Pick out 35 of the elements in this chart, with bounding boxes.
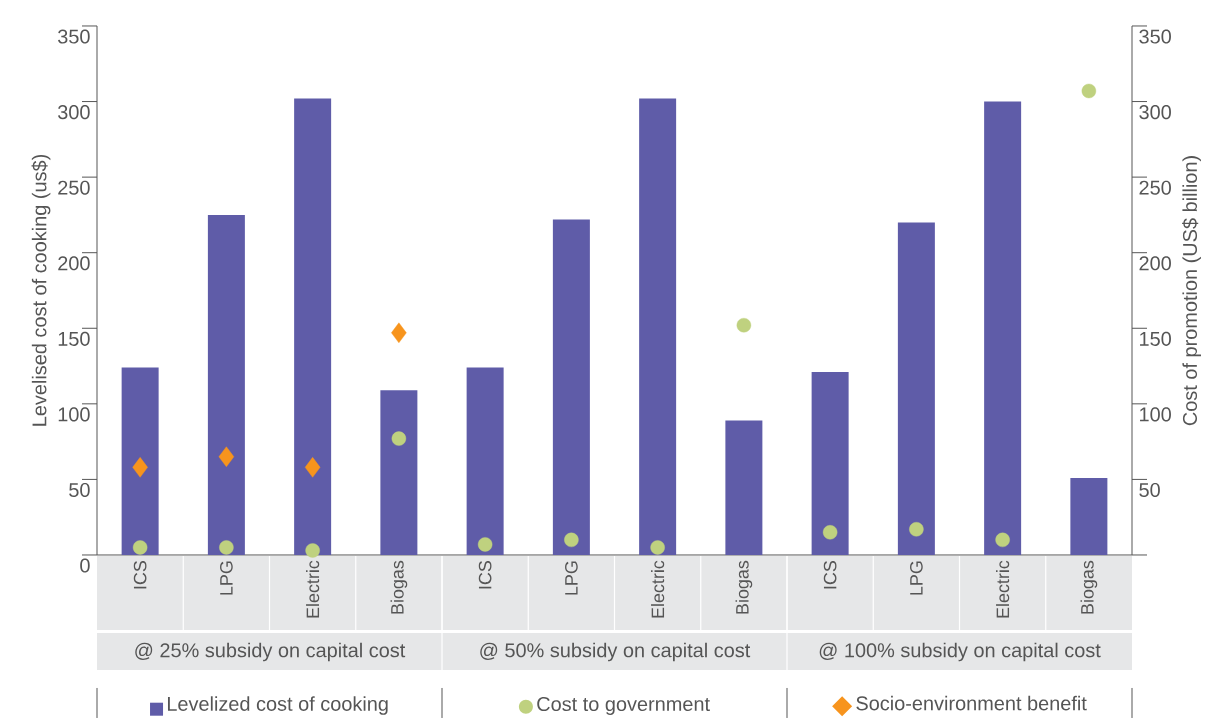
y-tick-label: 50 xyxy=(69,482,90,498)
x-tick-label: LPG xyxy=(565,561,578,595)
y2-tick-label: 350 xyxy=(1139,29,1171,44)
x-tick-label: Biogas xyxy=(1080,560,1098,614)
y2-tick-label: 200 xyxy=(1139,256,1171,271)
x-tick-label: ICS xyxy=(478,561,492,589)
x-tick-label: Electric xyxy=(996,560,1010,618)
x-tick-label: Biogas xyxy=(390,560,408,614)
x-tick-label: Biogas xyxy=(735,560,753,614)
x-tick-label: ICS xyxy=(823,561,837,589)
y2-axis-title: Cost of promotion (US$ billion) xyxy=(1182,156,1201,426)
x-tick-label: ICS xyxy=(133,561,147,589)
text: @ 50% subsidy on capital cost xyxy=(480,642,751,662)
x-tick-label: LPG xyxy=(220,561,233,595)
y-tick-label: 200 xyxy=(58,256,90,271)
y2-tick-label: 100 xyxy=(1140,407,1171,422)
y-tick-label: 250 xyxy=(58,180,90,195)
y-tick-label: 150 xyxy=(58,331,90,346)
y-tick-label: 350 xyxy=(58,29,90,44)
x-tick-label: LPG xyxy=(910,561,923,595)
text: @ 100% subsidy on capital cost xyxy=(819,642,1101,662)
y2-tick-label: 50 xyxy=(1139,482,1160,498)
y2-tick-label: 250 xyxy=(1139,180,1171,195)
y-axis-title: Levelised cost of cooking (us$) xyxy=(31,154,51,426)
x-tick-label: Electric xyxy=(306,560,320,618)
legend-label: Cost to government xyxy=(537,696,710,716)
y-tick-label: 300 xyxy=(58,105,90,120)
legend-label: Socio-environment benefit xyxy=(856,695,1087,711)
y2-tick-label: 300 xyxy=(1139,105,1171,120)
y-tick-label: 100 xyxy=(58,407,90,422)
y-tick-label: 0 xyxy=(80,558,90,573)
y2-tick-label: 150 xyxy=(1140,331,1171,346)
text: @ 25% subsidy on capital cost xyxy=(135,642,406,662)
x-tick-label: Electric xyxy=(651,560,665,618)
legend-label: Levelized cost of cooking xyxy=(167,696,388,715)
